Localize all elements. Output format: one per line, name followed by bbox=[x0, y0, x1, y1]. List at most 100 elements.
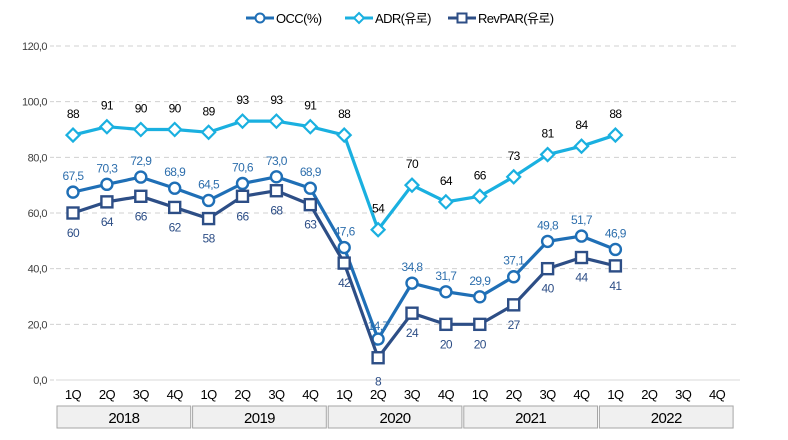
data-point-diamond bbox=[370, 221, 387, 238]
legend-circle-icon bbox=[254, 12, 266, 24]
data-label: 91 bbox=[304, 99, 317, 113]
data-label: 49,8 bbox=[537, 218, 559, 232]
data-point-square bbox=[540, 261, 555, 276]
data-point-diamond bbox=[132, 121, 149, 138]
year-label: 2019 bbox=[244, 410, 275, 427]
data-label: 66 bbox=[474, 168, 487, 182]
data-point-circle bbox=[473, 290, 487, 304]
data-label: 20 bbox=[440, 337, 453, 351]
y-axis: 0,0 20,0 40,0 60,0 80,0 100,0 120,0 bbox=[22, 41, 54, 387]
data-point-diamond bbox=[539, 146, 556, 163]
data-label: 41 bbox=[609, 279, 622, 293]
legend-label: ADR(유로) bbox=[375, 11, 431, 26]
x-tick-label: 2Q bbox=[234, 387, 251, 402]
data-label: 89 bbox=[203, 104, 216, 118]
data-label: 66 bbox=[135, 209, 148, 223]
x-tick-label: 1Q bbox=[607, 387, 624, 402]
x-tick-label: 4Q bbox=[709, 387, 726, 402]
data-point-circle bbox=[439, 285, 453, 299]
data-point-square bbox=[405, 306, 419, 320]
data-point-square bbox=[574, 250, 589, 265]
data-point-circle bbox=[66, 185, 80, 199]
year-label: 2022 bbox=[651, 410, 682, 427]
y-tick-label: 40,0 bbox=[28, 264, 48, 276]
legend-item: RevPAR(유로) bbox=[448, 11, 554, 26]
data-point-circle bbox=[303, 181, 317, 195]
data-point-diamond bbox=[166, 121, 183, 138]
data-label: 47,6 bbox=[334, 225, 356, 239]
series-group: 67,5 70,3 72,9 68,9 64,5 70,6 73,0 68,9 47,6 14,7… bbox=[63, 93, 628, 389]
data-label: 64,5 bbox=[198, 177, 220, 191]
x-tick-label: 1Q bbox=[201, 387, 218, 402]
data-point-diamond bbox=[437, 193, 454, 210]
x-tick-label: 3Q bbox=[268, 387, 285, 402]
data-label: 60 bbox=[67, 226, 80, 240]
data-label: 46,9 bbox=[605, 226, 627, 240]
data-label: 64 bbox=[101, 215, 114, 229]
year-label: 2020 bbox=[380, 410, 411, 427]
data-label: 90 bbox=[135, 102, 148, 116]
data-point-square bbox=[337, 256, 351, 270]
data-point-diamond bbox=[64, 127, 82, 144]
data-label: 62 bbox=[169, 220, 182, 234]
series-revpar: 60 64 66 62 58 66 68 63 42 8 24 20 20 27 40 44 41 bbox=[66, 184, 623, 389]
data-point-square bbox=[473, 317, 487, 332]
data-point-circle bbox=[201, 193, 216, 208]
data-label: 58 bbox=[203, 232, 216, 246]
data-point-diamond bbox=[403, 177, 421, 194]
y-tick-label: 120,0 bbox=[22, 41, 47, 53]
legend: OCC(%) ADR(유로) RevPAR(유로) bbox=[246, 11, 554, 26]
data-point-circle bbox=[167, 181, 182, 195]
data-label: 37,1 bbox=[503, 254, 525, 268]
x-tick-label: 1Q bbox=[65, 387, 82, 402]
y-tick-label: 0,0 bbox=[33, 375, 47, 387]
data-point-circle bbox=[269, 170, 284, 184]
data-point-diamond bbox=[336, 127, 353, 144]
data-label: 68 bbox=[270, 204, 283, 218]
gridlines bbox=[56, 45, 740, 381]
x-tick-label: 4Q bbox=[302, 387, 319, 402]
data-point-diamond bbox=[268, 113, 285, 130]
data-label: 68,9 bbox=[300, 165, 322, 179]
data-point-diamond bbox=[302, 118, 319, 135]
data-label: 40 bbox=[542, 282, 555, 296]
data-point-circle bbox=[540, 234, 555, 249]
data-label: 63 bbox=[304, 218, 317, 232]
data-point-square bbox=[66, 206, 80, 220]
data-label: 93 bbox=[270, 93, 283, 107]
data-label: 93 bbox=[236, 93, 249, 107]
data-point-circle bbox=[337, 240, 351, 255]
data-point-circle bbox=[574, 229, 589, 243]
data-label: 64 bbox=[440, 174, 453, 188]
data-point-diamond bbox=[471, 188, 488, 205]
data-label: 84 bbox=[575, 118, 588, 132]
x-tick-label: 4Q bbox=[167, 387, 184, 402]
data-label: 88 bbox=[609, 107, 622, 121]
legend-diamond-icon bbox=[352, 11, 366, 25]
legend-item: OCC(%) bbox=[246, 11, 322, 26]
data-label: 34,8 bbox=[402, 260, 424, 274]
series-adr: 88 91 90 90 89 93 93 91 88 54 70 64 66 73 81 84 88 bbox=[64, 93, 624, 238]
x-tick-label: 1Q bbox=[336, 387, 353, 402]
data-point-circle bbox=[507, 270, 521, 284]
data-label: 54 bbox=[372, 202, 385, 216]
data-point-square bbox=[134, 189, 148, 204]
data-label: 67,5 bbox=[63, 169, 85, 183]
year-box bbox=[56, 405, 192, 429]
data-point-circle bbox=[405, 276, 419, 290]
year-box bbox=[598, 405, 734, 429]
data-point-circle bbox=[134, 170, 148, 184]
x-tick-label: 4Q bbox=[573, 387, 590, 402]
year-label: 2021 bbox=[515, 410, 546, 427]
data-point-square bbox=[269, 184, 284, 198]
data-point-diamond bbox=[573, 138, 590, 155]
data-label: 73,0 bbox=[266, 154, 288, 168]
data-label: 31,7 bbox=[435, 269, 457, 283]
data-point-diamond bbox=[505, 168, 522, 185]
data-point-square bbox=[371, 351, 385, 365]
data-label: 29,9 bbox=[469, 274, 491, 288]
data-label: 70,3 bbox=[96, 161, 118, 175]
data-label: 70 bbox=[406, 157, 419, 171]
data-label: 88 bbox=[338, 107, 351, 121]
x-tick-label: 3Q bbox=[133, 387, 150, 402]
